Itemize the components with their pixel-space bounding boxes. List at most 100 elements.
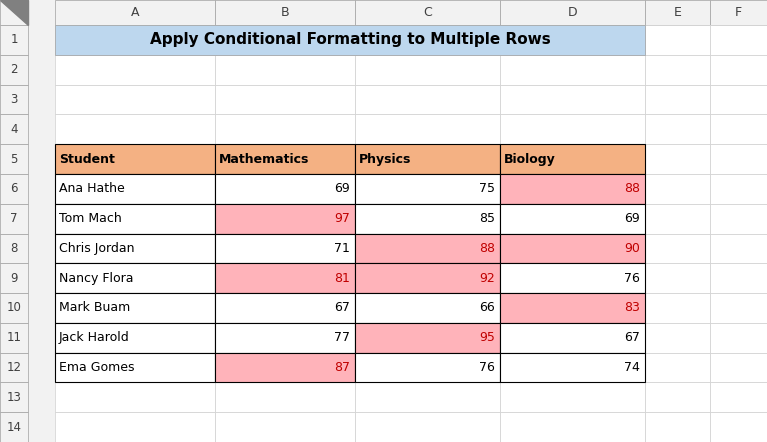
Bar	[55, 382, 215, 412]
Text: Ema Gomes: Ema Gomes	[59, 361, 134, 374]
Bar	[355, 323, 500, 353]
Bar	[55, 55, 215, 84]
Bar	[645, 263, 710, 293]
Bar	[355, 323, 500, 353]
Text: 76: 76	[479, 361, 495, 374]
Text: 69: 69	[624, 212, 640, 225]
Bar	[645, 55, 710, 84]
Bar	[0, 84, 28, 114]
Bar	[710, 25, 767, 55]
Bar	[0, 204, 28, 233]
Bar	[355, 293, 500, 323]
Bar	[215, 382, 355, 412]
Bar	[710, 114, 767, 144]
Bar	[500, 204, 645, 233]
Bar	[355, 412, 500, 442]
Bar	[500, 263, 645, 293]
Bar	[55, 204, 215, 233]
Text: 12: 12	[6, 361, 21, 374]
Bar	[215, 55, 355, 84]
Bar	[215, 204, 355, 233]
Bar	[215, 144, 355, 174]
Text: D: D	[568, 6, 578, 19]
Bar	[500, 233, 645, 263]
Text: 92: 92	[479, 272, 495, 285]
Bar	[355, 84, 500, 114]
Bar	[215, 25, 355, 55]
Bar	[55, 174, 215, 204]
Bar	[645, 144, 710, 174]
Bar	[215, 174, 355, 204]
Bar	[55, 84, 215, 114]
Text: 88: 88	[624, 182, 640, 195]
Bar	[500, 144, 645, 174]
Bar	[215, 144, 355, 174]
Text: Mark Buam: Mark Buam	[59, 301, 130, 314]
Text: Chris Jordan: Chris Jordan	[59, 242, 134, 255]
Bar	[215, 412, 355, 442]
Text: A: A	[130, 6, 140, 19]
Bar	[215, 0, 355, 25]
Bar	[710, 55, 767, 84]
Bar	[215, 204, 355, 233]
Bar	[355, 382, 500, 412]
Bar	[645, 204, 710, 233]
Bar	[55, 412, 215, 442]
Bar	[645, 412, 710, 442]
Text: Jack Harold: Jack Harold	[59, 331, 130, 344]
Bar	[55, 353, 215, 382]
Bar	[500, 204, 645, 233]
Bar	[0, 293, 28, 323]
Bar	[710, 382, 767, 412]
Bar	[500, 353, 645, 382]
Bar	[215, 174, 355, 204]
Text: 77: 77	[334, 331, 350, 344]
Text: 14: 14	[6, 421, 21, 434]
Bar	[645, 353, 710, 382]
Text: 4: 4	[10, 123, 18, 136]
Bar	[215, 114, 355, 144]
Bar	[355, 204, 500, 233]
Bar	[500, 323, 645, 353]
Bar	[215, 353, 355, 382]
Text: 95: 95	[479, 331, 495, 344]
Bar	[55, 204, 215, 233]
Bar	[215, 233, 355, 263]
Bar	[55, 0, 215, 25]
Bar	[55, 293, 215, 323]
Text: 67: 67	[334, 301, 350, 314]
Bar	[710, 293, 767, 323]
Bar	[355, 144, 500, 174]
Text: Ana Hathe: Ana Hathe	[59, 182, 125, 195]
Text: B: B	[281, 6, 289, 19]
Text: 7: 7	[10, 212, 18, 225]
Text: 90: 90	[624, 242, 640, 255]
Bar	[0, 25, 28, 55]
Bar	[645, 382, 710, 412]
Bar	[0, 144, 28, 174]
Bar	[500, 263, 645, 293]
Bar	[55, 233, 215, 263]
Text: 9: 9	[10, 272, 18, 285]
Text: 10: 10	[7, 301, 21, 314]
Text: E: E	[673, 6, 681, 19]
Bar	[55, 25, 215, 55]
Bar	[500, 174, 645, 204]
Bar	[0, 0, 28, 25]
Text: 2: 2	[10, 63, 18, 76]
Bar	[500, 144, 645, 174]
Polygon shape	[0, 0, 28, 25]
Bar	[500, 25, 645, 55]
Text: 5: 5	[10, 152, 18, 166]
Bar	[215, 293, 355, 323]
Bar	[500, 55, 645, 84]
Bar	[645, 293, 710, 323]
Bar	[710, 353, 767, 382]
Bar	[355, 174, 500, 204]
Bar	[500, 233, 645, 263]
Bar	[215, 323, 355, 353]
Bar	[355, 174, 500, 204]
Text: 66: 66	[479, 301, 495, 314]
Bar	[0, 412, 28, 442]
Bar	[355, 263, 500, 293]
